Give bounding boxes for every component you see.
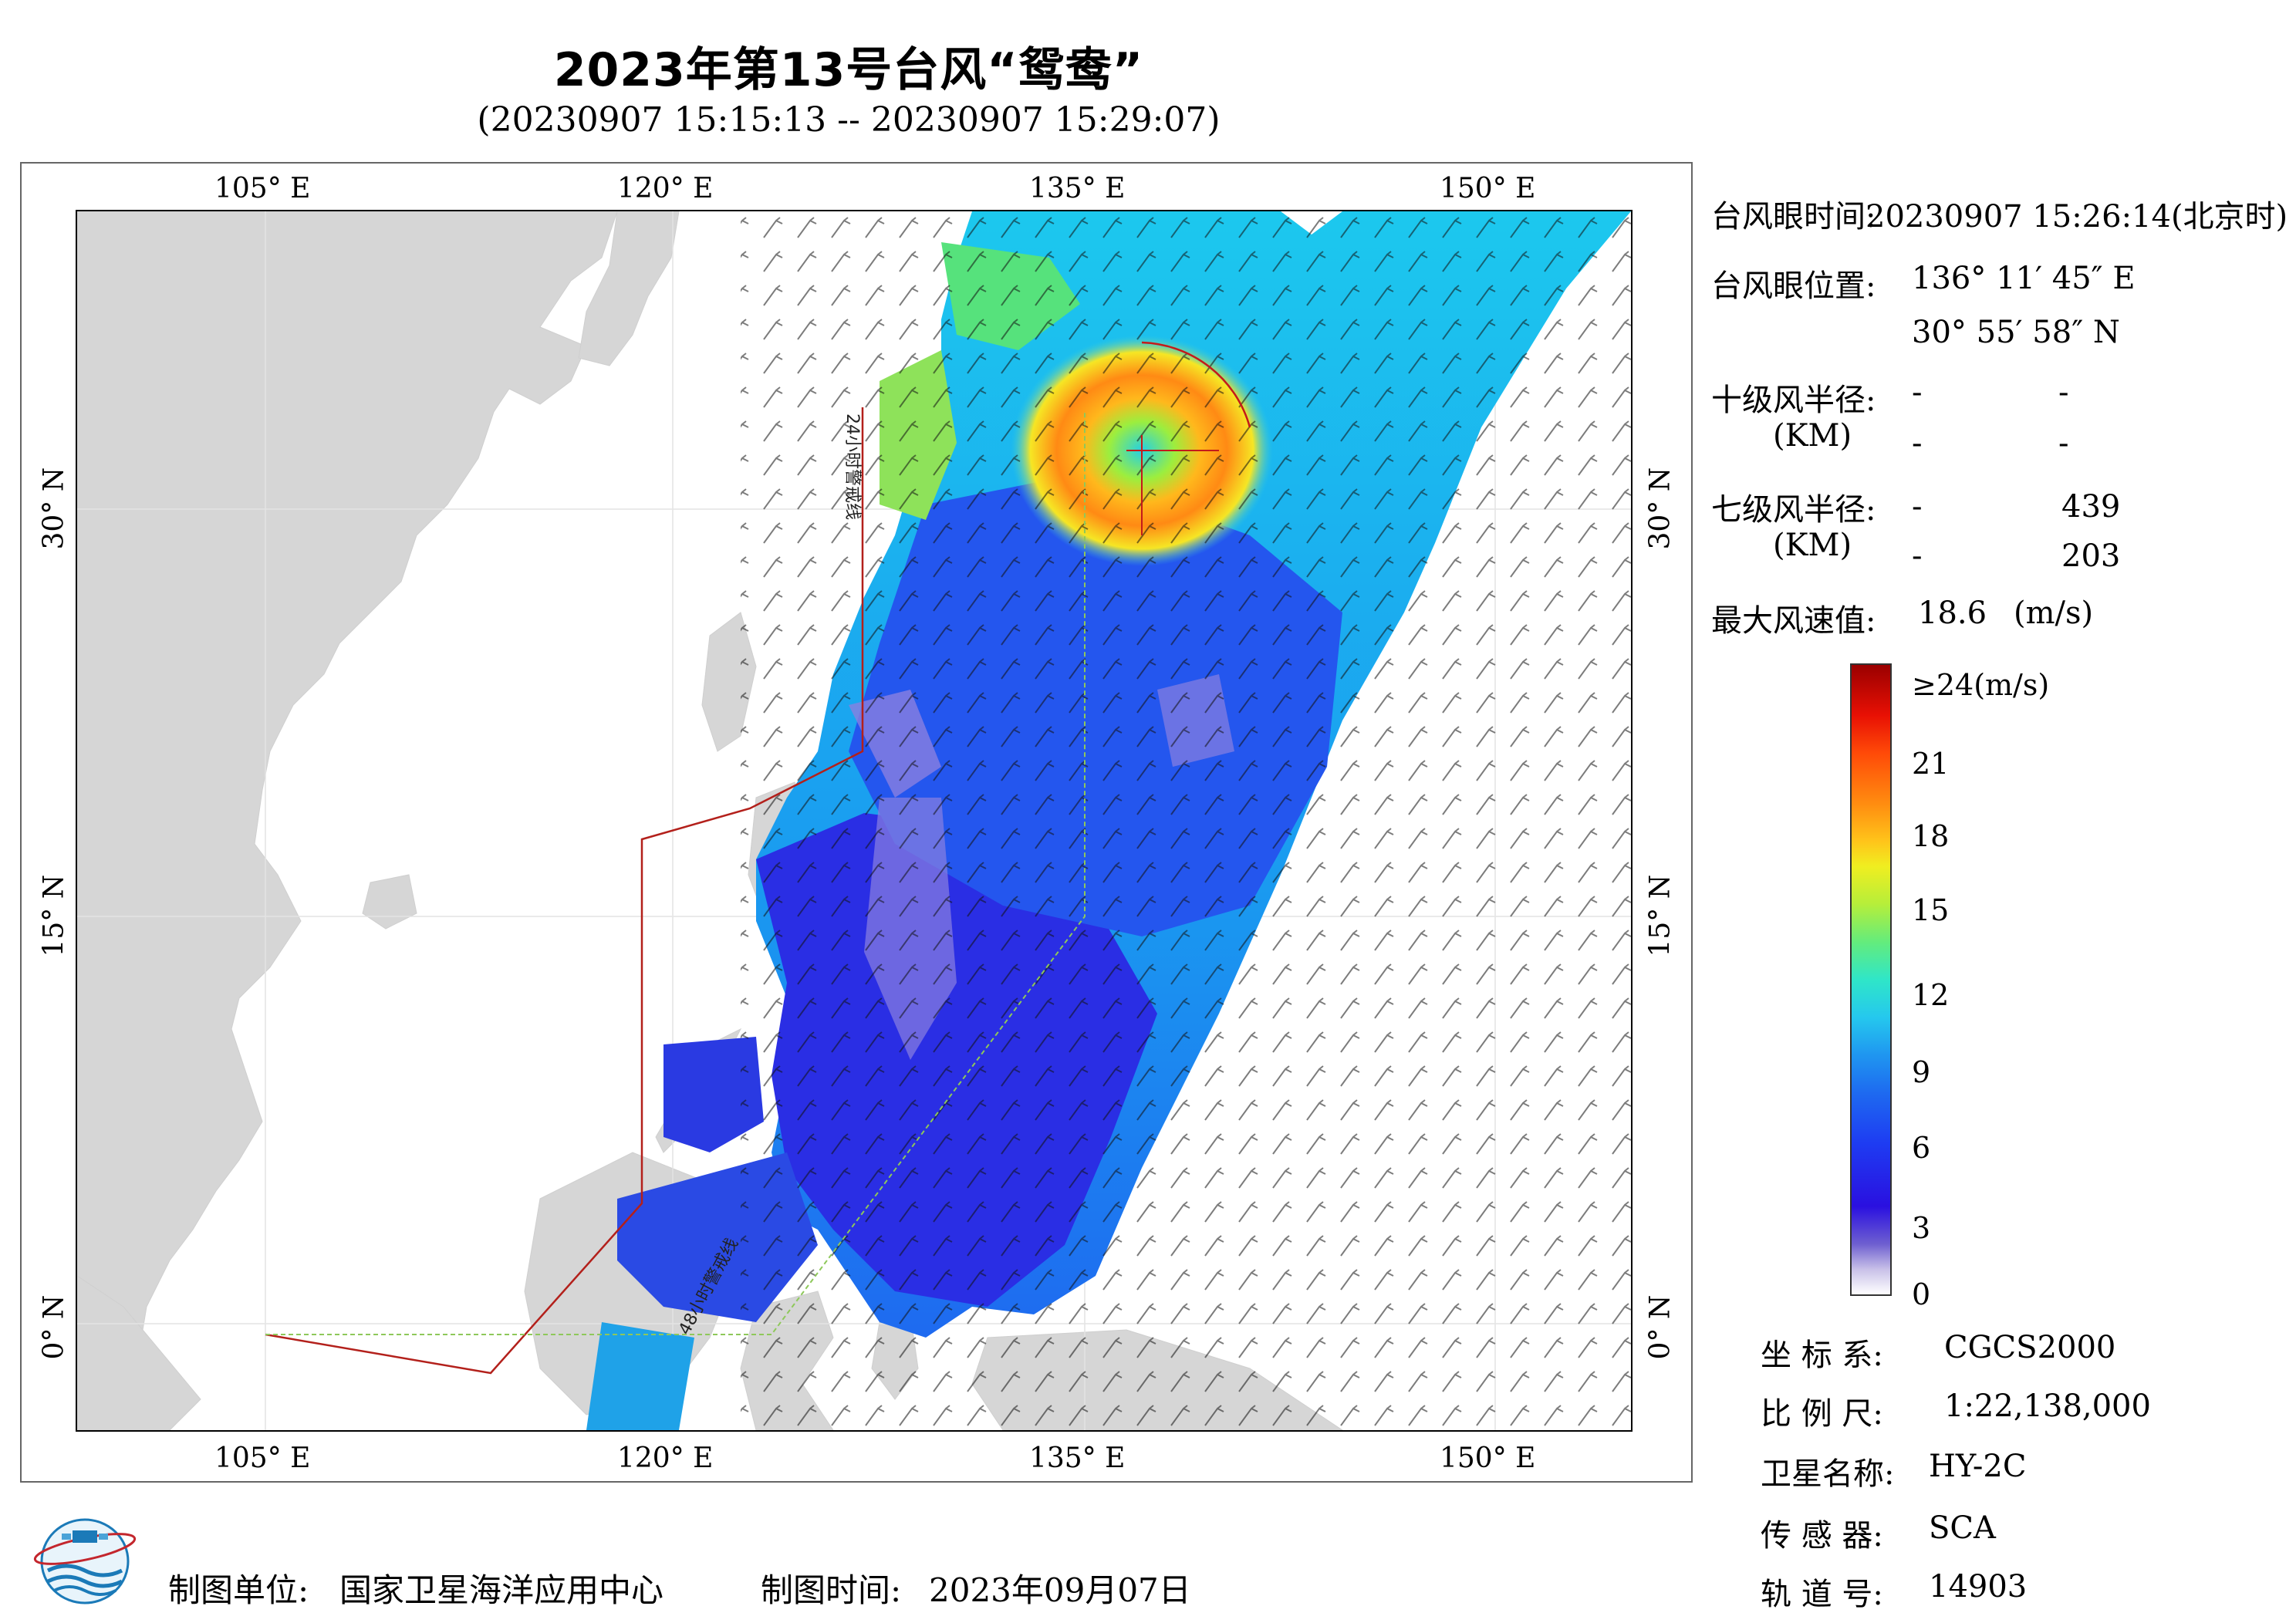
wind-swath	[586, 211, 1631, 1430]
colorbar-tick-24: ≥24(m/s)	[1912, 668, 2050, 702]
r10-value-3: -	[1912, 426, 1923, 461]
lon-label-top-120: 120° E	[617, 173, 714, 204]
sensor-value: SCA	[1929, 1510, 1996, 1546]
map-frame	[20, 162, 1693, 1483]
swath-west-lobe	[663, 1037, 764, 1152]
land-sumatra	[76, 1275, 201, 1431]
map-title: 2023年第13号台风“鸳鸯”	[553, 43, 1144, 97]
eye-time-value: 20230907 15:26:14(北京时)	[1866, 199, 2288, 235]
colorbar-tick-9: 9	[1912, 1055, 1931, 1089]
scale-value: 1:22,138,000	[1944, 1388, 2151, 1424]
r10-unit: (KM)	[1773, 418, 1852, 454]
eye-time-label: 台风眼时间:	[1711, 199, 1876, 235]
max-wind-unit: (m/s)	[2014, 596, 2094, 631]
coord-system-label: 坐 标 系:	[1761, 1338, 1883, 1373]
r7-value-4: 203	[2061, 538, 2121, 574]
lat-label-right-15: 15° N	[1644, 874, 1676, 957]
colorbar-tick-0: 0	[1912, 1277, 1931, 1311]
map-subtitle: (20230907 15:15:13 -- 20230907 15:29:07)	[477, 100, 1221, 140]
sensor-label: 传 感 器:	[1761, 1518, 1883, 1554]
agency-logo	[31, 1513, 139, 1609]
r10-value-4: -	[2058, 426, 2069, 461]
swath-south-strip	[586, 1322, 694, 1430]
scale-label: 比 例 尺:	[1761, 1396, 1883, 1432]
max-wind-label: 最大风速值:	[1711, 603, 1876, 639]
eye-latitude: 30° 55′ 58″ N	[1912, 315, 2120, 350]
lat-label-left-0: 0° N	[38, 1294, 70, 1360]
lat-label-left-30: 30° N	[38, 467, 70, 550]
lon-label-bottom-150: 150° E	[1440, 1442, 1536, 1474]
eye-longitude: 136° 11′ 45″ E	[1912, 261, 2136, 296]
r7-value-3: -	[1912, 538, 1923, 574]
land-hainan	[362, 874, 417, 930]
coord-system-value: CGCS2000	[1944, 1330, 2116, 1365]
colorbar-tick-21: 21	[1912, 747, 1950, 781]
wind-map: 24小时警戒线 48小时警戒线	[76, 210, 1633, 1432]
warning-line-24h	[265, 407, 864, 1375]
warning-line-48h	[265, 412, 1086, 1335]
colorbar-tick-18: 18	[1912, 819, 1950, 853]
lon-label-bottom-120: 120° E	[617, 1442, 714, 1474]
wind-map-svg: 24小时警戒线 48小时警戒线	[76, 211, 1631, 1431]
r7-label: 七级风半径:	[1711, 492, 1876, 528]
r10-value-1: -	[1912, 375, 1923, 410]
r10-value-2: -	[2058, 375, 2069, 410]
wind-radius-arc	[1141, 341, 1251, 428]
eye-position-label: 台风眼位置:	[1711, 268, 1876, 304]
lon-label-top-135: 135° E	[1029, 173, 1126, 204]
lat-label-left-15: 15° N	[38, 874, 70, 957]
colorbar-tick-3: 3	[1912, 1211, 1931, 1245]
lon-label-top-105: 105° E	[214, 173, 311, 204]
lon-label-bottom-105: 105° E	[214, 1442, 311, 1474]
orbit-label: 轨 道 号:	[1761, 1577, 1883, 1612]
wind-speed-colorbar	[1850, 663, 1892, 1296]
producer-label: 制图单位:	[168, 1571, 309, 1609]
land-korea	[578, 211, 680, 366]
colorbar-tick-12: 12	[1912, 978, 1950, 1012]
land-asia-mainland	[76, 211, 618, 1385]
lon-label-bottom-135: 135° E	[1029, 1442, 1126, 1474]
satellite-value: HY-2C	[1929, 1449, 2027, 1484]
colorbar-tick-15: 15	[1912, 893, 1950, 927]
lat-label-right-0: 0° N	[1644, 1294, 1676, 1360]
r7-value-2: 439	[2061, 489, 2121, 525]
producer-value: 国家卫星海洋应用中心	[339, 1571, 664, 1609]
agency-logo-icon	[33, 1518, 137, 1604]
lat-label-right-30: 30° N	[1644, 467, 1676, 550]
r7-value-1: -	[1912, 489, 1923, 525]
production-time-label: 制图时间:	[761, 1571, 902, 1609]
r7-unit: (KM)	[1773, 528, 1852, 563]
r10-label: 十级风半径:	[1711, 383, 1876, 418]
colorbar-tick-6: 6	[1912, 1131, 1931, 1165]
production-time-value: 2023年09月07日	[929, 1571, 1191, 1609]
satellite-label: 卫星名称:	[1761, 1456, 1895, 1492]
lon-label-top-150: 150° E	[1440, 173, 1536, 204]
orbit-value: 14903	[1929, 1569, 2028, 1604]
max-wind-value: 18.6	[1918, 596, 1987, 631]
warning-label-24h: 24小时警戒线	[842, 413, 862, 520]
wind-barbs	[741, 211, 1631, 1430]
